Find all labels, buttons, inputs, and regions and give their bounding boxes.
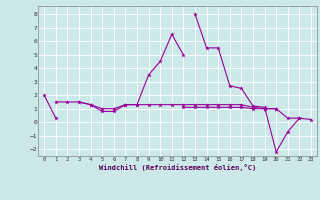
X-axis label: Windchill (Refroidissement éolien,°C): Windchill (Refroidissement éolien,°C) [99, 164, 256, 171]
